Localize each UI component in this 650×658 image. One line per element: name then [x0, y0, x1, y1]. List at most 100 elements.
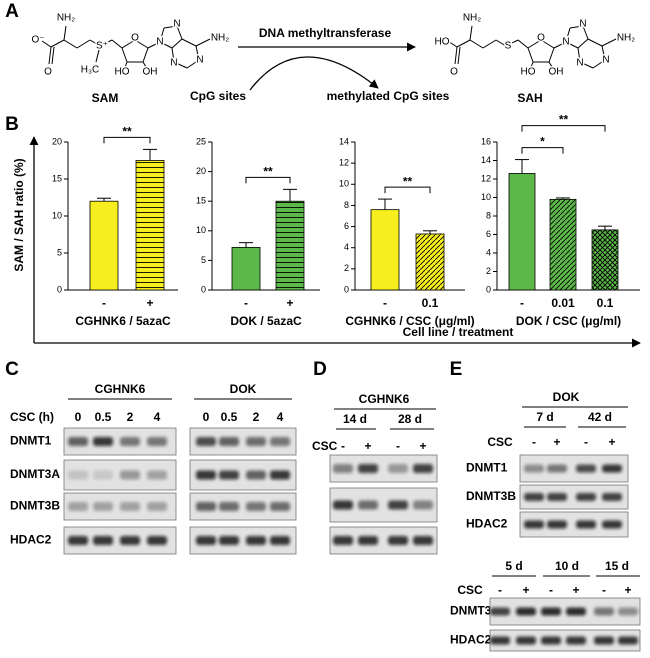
band: [516, 636, 536, 645]
group-label: CGHNK6 / 5azaC: [75, 314, 171, 328]
atom-label: HO: [521, 67, 536, 78]
band: [246, 437, 266, 446]
significance-label: *: [540, 135, 545, 149]
band: [68, 437, 88, 446]
band: [196, 536, 216, 545]
atom-label: O⁻: [31, 35, 44, 46]
atom-label: N: [196, 55, 203, 66]
x-tick-label: -: [244, 296, 248, 310]
band: [333, 500, 353, 510]
band: [541, 636, 561, 645]
bond: [48, 46, 52, 65]
lane-label: -: [498, 583, 502, 597]
bond: [517, 39, 529, 49]
band: [120, 502, 140, 511]
bond: [565, 27, 571, 43]
band: [490, 607, 510, 616]
lane-label: 4: [277, 410, 284, 424]
atom-label: H₃C: [81, 65, 100, 76]
row-label: DNMT1: [466, 461, 508, 475]
row-label: DNMT3B: [466, 489, 516, 503]
significance-bracket: [521, 147, 564, 154]
blot: [489, 629, 641, 652]
atom-label: S⁺: [96, 41, 108, 52]
y-tick-label: 2: [344, 263, 349, 273]
timepoint: 5 d: [505, 559, 522, 573]
band: [333, 536, 353, 545]
bond: [111, 39, 123, 49]
x-tick-label: 0.1: [597, 296, 614, 310]
y-tick-label: 10: [481, 192, 491, 202]
band: [594, 636, 614, 645]
bond: [176, 25, 183, 40]
band: [219, 437, 239, 446]
bond: [582, 25, 589, 40]
group-label: DOK / CSC (μg/ml): [516, 314, 621, 328]
atom-label: NH₂: [463, 13, 481, 24]
bar: [415, 233, 445, 291]
y-tick-label: 10: [52, 210, 62, 220]
lane-label: +: [624, 583, 631, 597]
y-tick-label: 5: [57, 247, 62, 257]
band: [120, 536, 140, 545]
band: [594, 607, 614, 616]
timepoint: 7 d: [536, 410, 553, 424]
lane-label: +: [572, 583, 579, 597]
y-tick-label: 12: [481, 173, 491, 183]
band: [576, 464, 596, 473]
y-tick-label: 10: [339, 179, 349, 189]
bond: [147, 41, 161, 49]
band: [270, 502, 290, 511]
bond: [527, 39, 542, 49]
bond: [181, 38, 197, 47]
band: [196, 470, 216, 480]
band: [68, 502, 88, 511]
bond: [601, 45, 606, 61]
treatment-label: CSC: [457, 583, 483, 597]
band: [147, 502, 167, 511]
band: [68, 470, 88, 480]
significance-label: **: [559, 113, 569, 127]
y-tick-label: 6: [344, 221, 349, 231]
bond: [548, 61, 555, 71]
band: [147, 437, 167, 446]
lane-label: -: [341, 439, 345, 453]
y-tick-label: 0: [57, 284, 62, 294]
bond: [540, 39, 555, 49]
y-tick-label: 10: [196, 225, 206, 235]
row-label: DNMT3A: [450, 604, 500, 618]
significance-bracket: [384, 186, 431, 194]
bond: [456, 39, 471, 48]
bond: [579, 61, 594, 69]
bond: [121, 47, 128, 63]
bond: [63, 39, 78, 49]
significance-bracket: [103, 136, 151, 144]
band: [219, 502, 239, 511]
atom-label: N: [156, 37, 163, 48]
timepoint: 14 d: [343, 412, 367, 426]
atom-label: O: [537, 33, 545, 44]
band: [413, 500, 433, 510]
bond: [569, 25, 584, 29]
treatment-label: CSC: [312, 439, 338, 453]
bond: [482, 39, 497, 49]
bond: [469, 39, 484, 49]
bond: [505, 39, 519, 47]
lane-label: +: [522, 583, 529, 597]
group-name: CGHNK6: [95, 382, 146, 396]
bond: [89, 39, 101, 47]
row-label: DNMT1: [10, 434, 52, 448]
lane-label: 0: [203, 410, 210, 424]
y-tick-label: 2: [486, 266, 491, 276]
band: [516, 607, 536, 616]
y-tick-label: 14: [339, 136, 349, 146]
row-header: CSC (h): [10, 410, 54, 424]
blot: [489, 597, 641, 626]
lane-label: +: [553, 435, 560, 449]
lane-label: 2: [127, 410, 134, 424]
bar: [549, 198, 577, 291]
band: [246, 470, 266, 480]
bar: [370, 209, 400, 291]
